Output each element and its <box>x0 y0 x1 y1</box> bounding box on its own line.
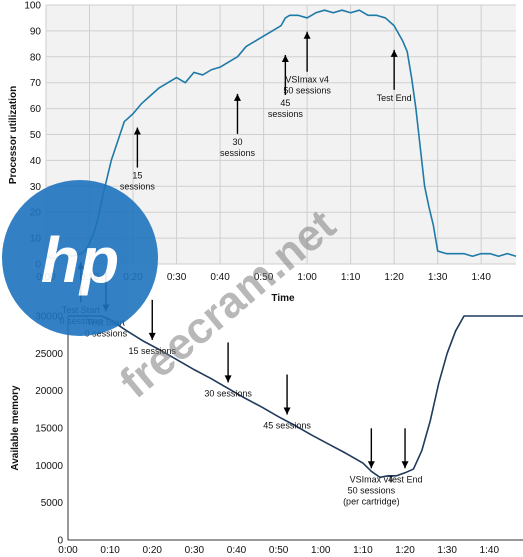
cpu-chart-annotations: Test Start0 sessions15sessions30sessions… <box>60 31 412 326</box>
cpu-annotation-arrow-head <box>390 49 398 57</box>
memory-annotation: 30 sessions <box>204 342 252 398</box>
memory-x-tick-label: 0:10 <box>100 545 120 556</box>
memory-x-tick-label: 0:20 <box>143 545 163 556</box>
cpu-x-tick-label: 1:10 <box>341 272 361 283</box>
hp-logo-text: hp <box>41 224 119 296</box>
memory-annotation-arrow-head <box>401 461 409 469</box>
memory-annotation-text: VSImax v4 <box>350 474 394 484</box>
memory-annotation-text: 45 sessions <box>263 421 311 431</box>
cpu-x-tick-label: 1:30 <box>428 272 448 283</box>
memory-annotation-arrow-head <box>224 375 232 383</box>
memory-x-tick-label: 1:10 <box>353 545 373 556</box>
hp-logo-watermark: hp <box>2 180 158 336</box>
cpu-chart-y-label: Processor utilization <box>8 86 19 184</box>
cpu-annotation-arrow-head <box>233 93 241 101</box>
memory-x-tick-label: 1:20 <box>395 545 415 556</box>
memory-annotation-text: (per cartridge) <box>343 496 400 506</box>
memory-x-tick-label: 0:50 <box>269 545 289 556</box>
memory-annotation-text: 15 sessions <box>128 346 176 356</box>
cpu-annotation-text: sessions <box>220 148 256 158</box>
cpu-y-tick-label: 100 <box>24 1 41 12</box>
memory-annotation-arrow-head <box>148 332 156 340</box>
memory-annotation-text: 30 sessions <box>204 388 252 398</box>
hp-logo-circle <box>2 180 158 336</box>
memory-annotation-text: 0 sessions <box>85 328 128 338</box>
cpu-annotation-arrow-head <box>133 127 141 135</box>
cpu-y-tick-label: 70 <box>30 78 42 89</box>
memory-x-tick-label: 0:30 <box>185 545 205 556</box>
memory-annotation: Test End <box>388 428 423 484</box>
memory-chart-y-label: Available memory <box>10 385 21 471</box>
memory-y-tick-label: 20000 <box>35 386 63 397</box>
memory-chart-y-ticks: 050001000015000200002500030000 <box>35 312 63 547</box>
cpu-series-line <box>45 9 517 260</box>
cpu-x-tick-label: 0:50 <box>254 272 274 283</box>
cpu-annotation-text: 30 <box>232 137 242 147</box>
cpu-annotation: Test End <box>377 49 412 103</box>
memory-x-tick-label: 1:40 <box>480 545 500 556</box>
memory-series-line <box>68 315 523 479</box>
memory-x-tick-label: 1:30 <box>437 545 457 556</box>
cpu-chart-x-label: Time <box>271 293 295 304</box>
cpu-x-tick-label: 1:40 <box>471 272 491 283</box>
memory-y-tick-label: 0 <box>57 536 63 547</box>
memory-annotation: 15 sessions <box>128 299 177 356</box>
memory-y-tick-label: 10000 <box>35 461 63 472</box>
memory-x-tick-label: 1:00 <box>311 545 331 556</box>
cpu-annotation-text: 15 <box>132 171 142 181</box>
cpu-x-tick-label: 0:30 <box>167 272 187 283</box>
cpu-chart-series <box>45 9 517 260</box>
memory-chart-series <box>68 315 523 479</box>
memory-y-tick-label: 15000 <box>35 424 63 435</box>
cpu-y-tick-label: 80 <box>30 52 42 63</box>
cpu-x-tick-label: 0:40 <box>210 272 230 283</box>
cpu-annotation-text: VSImax v4 <box>285 75 329 85</box>
cpu-annotation-text: sessions <box>120 182 156 192</box>
memory-chart-x-ticks: 0:00 0:10 0:20 0:30 0:40 0:50 1:00 1:10 1:20 1:30… <box>58 545 499 556</box>
cpu-annotation-arrow-head <box>281 55 289 63</box>
cpu-annotation-text: 45 <box>280 98 290 108</box>
cpu-y-tick-label: 90 <box>30 26 42 37</box>
cpu-annotation-text: Test End <box>377 93 412 103</box>
memory-annotation-arrow-head <box>283 407 291 415</box>
memory-x-tick-label: 0:40 <box>227 545 247 556</box>
memory-x-tick-label: 0:00 <box>58 545 78 556</box>
cpu-annotation-arrow-head <box>303 31 311 39</box>
cpu-annotation-text: 50 sessions <box>283 86 331 96</box>
cpu-x-tick-label: 1:00 <box>297 272 317 283</box>
memory-annotation-text: 50 sessions <box>348 485 396 495</box>
memory-annotation-arrow-head <box>367 461 375 469</box>
cpu-x-tick-label: 1:20 <box>384 272 404 283</box>
memory-annotation: 45 sessions <box>263 374 311 431</box>
cpu-annotation-text: sessions <box>268 109 304 119</box>
cpu-y-tick-label: 60 <box>30 104 42 115</box>
memory-annotation-text: Test End <box>388 474 423 484</box>
cpu-y-tick-label: 50 <box>30 130 42 141</box>
cpu-y-tick-label: 40 <box>30 156 42 167</box>
memory-y-tick-label: 5000 <box>41 498 64 509</box>
cpu-y-tick-label: 30 <box>30 182 42 193</box>
memory-y-tick-label: 25000 <box>35 349 63 360</box>
